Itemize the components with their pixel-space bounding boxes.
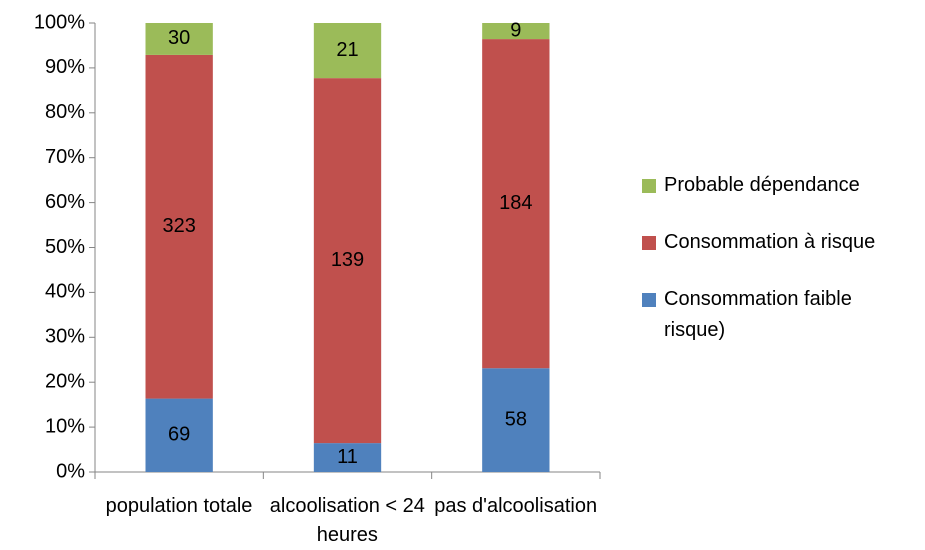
legend-swatch — [642, 179, 656, 193]
bar-segment — [313, 23, 382, 79]
bar-segment — [313, 443, 382, 472]
data-label: 21 — [336, 39, 358, 61]
x-tick-label: pas d'alcoolisation — [434, 495, 598, 517]
legend-item: Consommation faible risque) — [642, 284, 912, 346]
data-label: 9 — [510, 19, 521, 41]
y-tick-label: 60% — [45, 191, 85, 213]
y-tick-label: 40% — [45, 281, 85, 303]
legend-item: Probable dépendance — [642, 170, 912, 201]
data-label: 184 — [499, 192, 532, 214]
y-tick-label: 100% — [34, 11, 85, 33]
legend-swatch — [642, 236, 656, 250]
data-label: 69 — [168, 424, 190, 446]
data-label: 139 — [331, 249, 364, 271]
y-tick-label: 0% — [56, 460, 85, 482]
y-tick-label: 30% — [45, 326, 85, 348]
y-tick-label: 20% — [45, 370, 85, 392]
data-label: 58 — [505, 408, 527, 430]
bar-segment — [482, 23, 550, 40]
bar-segment — [482, 39, 550, 369]
y-tick-label: 50% — [45, 236, 85, 258]
legend-item: Consommation à risque — [642, 227, 912, 258]
y-tick-label: 10% — [45, 415, 85, 437]
data-label: 323 — [162, 215, 195, 237]
x-tick-label: population totale — [105, 495, 253, 517]
y-tick-label: 90% — [45, 56, 85, 78]
data-label: 30 — [168, 27, 190, 49]
y-tick-label: 70% — [45, 146, 85, 168]
data-label: 11 — [337, 446, 358, 468]
bar-segment — [145, 54, 213, 399]
legend: Probable dépendance Consommation à risque… — [642, 170, 912, 372]
bar-segment — [482, 368, 550, 472]
bar-segment — [145, 398, 213, 472]
bar-segment — [313, 78, 382, 444]
y-tick-label: 80% — [45, 101, 85, 123]
legend-swatch — [642, 293, 656, 307]
bar-segment — [145, 23, 213, 55]
x-tick-label: alcoolisation < 24 heures — [269, 495, 425, 546]
